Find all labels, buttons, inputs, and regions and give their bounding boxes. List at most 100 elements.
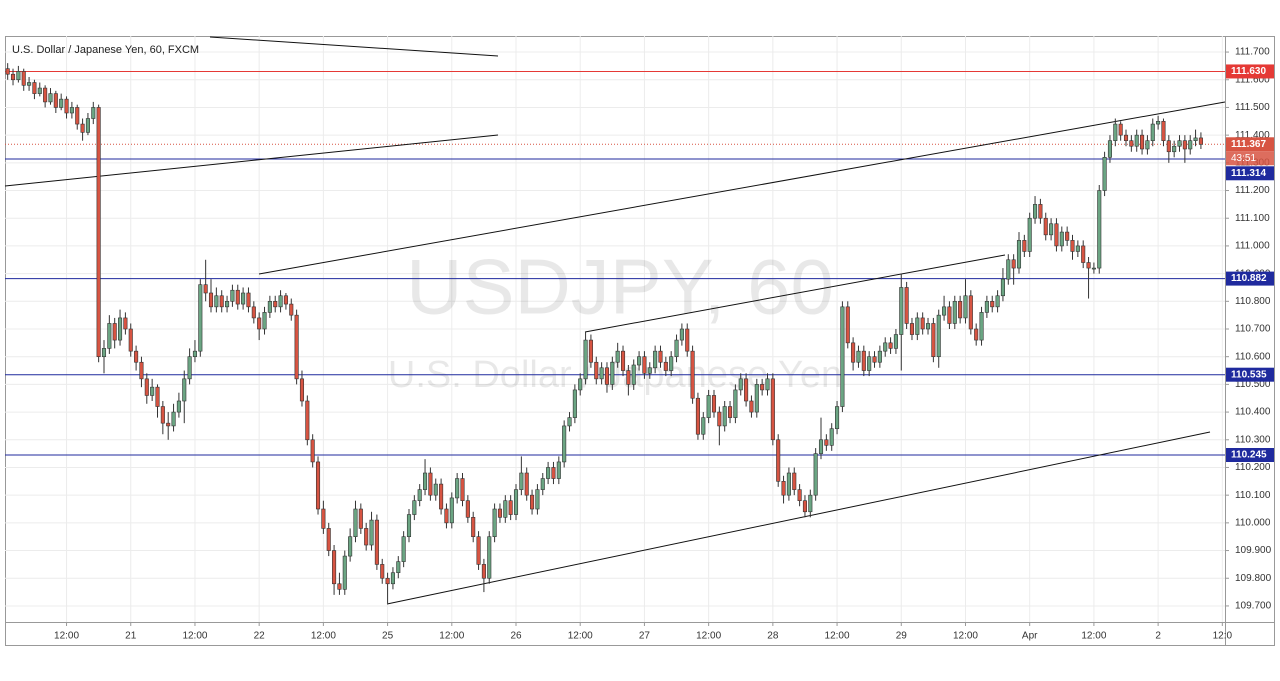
candle-body	[1075, 245, 1080, 252]
candle-body	[487, 536, 492, 579]
trend-line	[584, 254, 1006, 333]
candle-body	[85, 118, 90, 133]
candle-body	[369, 519, 374, 546]
candle-body	[374, 519, 379, 565]
y-tick-label: 110.200	[1235, 462, 1271, 473]
candle-body	[364, 528, 369, 546]
candle-body	[904, 287, 909, 324]
candle-body	[332, 550, 337, 585]
candle-body	[128, 328, 133, 352]
candle-body	[460, 478, 465, 502]
candle-body	[5, 68, 10, 75]
candle-body	[711, 395, 717, 413]
candle-body	[535, 489, 540, 510]
candle-body	[508, 500, 513, 515]
candle-body	[952, 301, 957, 324]
candle-body	[1113, 123, 1118, 141]
candle-body	[1156, 120, 1161, 125]
candle-body	[1081, 245, 1086, 263]
candle-body	[396, 561, 401, 574]
candle-body	[1198, 137, 1203, 145]
x-tick-label: 22	[254, 631, 266, 642]
candle-body	[1123, 134, 1129, 141]
candle-body	[936, 314, 941, 357]
candle-body	[1161, 120, 1166, 141]
candle-body	[96, 107, 101, 357]
candle-body	[337, 583, 342, 590]
candle-body	[455, 478, 460, 499]
candle-body	[754, 384, 759, 413]
candle-body	[321, 508, 326, 529]
level-label: 110.535	[1231, 369, 1267, 380]
candle-body	[835, 406, 840, 429]
candle-body	[230, 289, 235, 302]
x-tick-label: 12:00	[54, 631, 79, 642]
candle-body	[353, 508, 358, 538]
candle-body	[32, 82, 37, 94]
candle-body	[1054, 223, 1059, 247]
current-price-bg	[1226, 137, 1274, 152]
x-tick-label: 12:00	[439, 631, 464, 642]
candle-body	[262, 312, 267, 330]
candle-body	[16, 71, 21, 81]
current-price-label: 111.367	[1231, 139, 1266, 150]
candle-body	[176, 400, 181, 413]
y-tick-label: 109.800	[1235, 573, 1272, 584]
candle-body	[701, 417, 706, 435]
candle-body	[583, 339, 588, 380]
candle-body	[556, 461, 561, 479]
candle-body	[1059, 231, 1064, 247]
x-tick-label: 21	[125, 631, 137, 642]
candle-body	[1011, 259, 1016, 269]
candle-body	[540, 478, 545, 490]
candle-body	[1107, 140, 1112, 158]
candle-body	[524, 472, 529, 496]
candle-body	[107, 323, 112, 349]
trend-line	[209, 36, 499, 57]
candle-body	[829, 428, 834, 446]
candle-body	[497, 508, 502, 518]
candle-body	[1188, 140, 1193, 150]
candle-body	[690, 350, 695, 399]
candle-body	[947, 306, 952, 324]
x-tick-label: 12:00	[953, 631, 978, 642]
axes: 109.700 109.800 109.900 110.000 110.100 110.2…	[54, 47, 1274, 642]
x-tick-label: 26	[510, 631, 522, 642]
candle-body	[75, 107, 80, 125]
candle-body	[679, 328, 684, 341]
candle-body	[310, 439, 315, 463]
candle-body	[1006, 259, 1011, 280]
candle-body	[492, 508, 497, 538]
candle-body	[990, 301, 995, 308]
candle-body	[669, 356, 674, 371]
candle-body	[294, 314, 299, 380]
candle-body	[979, 312, 984, 341]
candle-body	[615, 350, 620, 363]
candle-body	[1022, 240, 1027, 252]
candle-body	[974, 328, 979, 341]
candle-body	[139, 361, 144, 380]
candle-body	[802, 500, 807, 513]
y-tick-label: 109.700	[1235, 601, 1272, 612]
candle-body	[235, 289, 240, 305]
candle-body	[872, 356, 877, 363]
y-tick-label: 110.400	[1235, 407, 1271, 418]
candle-body	[444, 508, 449, 524]
candle-body	[214, 295, 219, 308]
x-tick-label: 12:00	[1081, 631, 1106, 642]
level-label-bg	[1226, 64, 1274, 79]
candle-body	[385, 577, 390, 585]
grid	[5, 36, 1225, 622]
candle-body	[963, 295, 968, 319]
candle-body	[1086, 262, 1091, 269]
candle-body	[251, 306, 256, 319]
candle-body	[21, 71, 26, 86]
candle-body	[845, 306, 850, 344]
x-tick-label: 12:00	[568, 631, 593, 642]
candle-body	[813, 453, 818, 496]
candle-body	[1140, 134, 1145, 150]
candle-body	[53, 93, 58, 108]
y-tick-label: 110.300	[1235, 434, 1271, 445]
candle-body	[289, 303, 294, 316]
